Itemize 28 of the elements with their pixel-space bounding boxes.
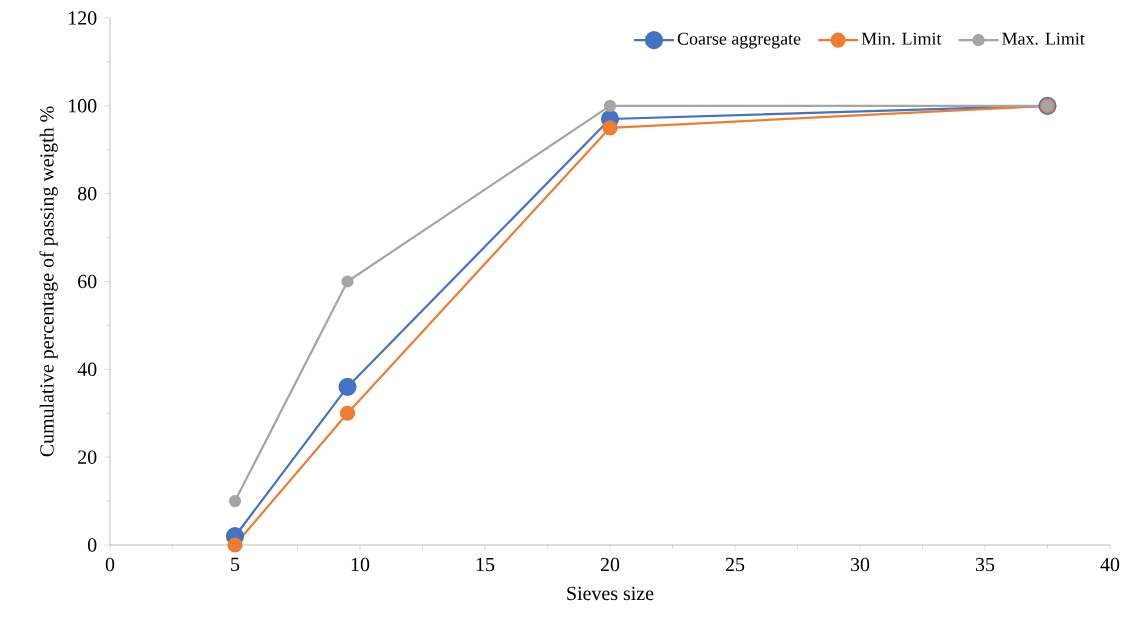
- legend-label: Coarse aggregate: [677, 32, 801, 49]
- x-tick-label: 15: [476, 557, 495, 572]
- x-tick-label: 0: [105, 557, 115, 572]
- y-axis-title: Cumulative percentage of passing weigth %: [39, 106, 58, 457]
- y-tick-label: 100: [69, 99, 97, 113]
- x-tick-label: 10: [351, 557, 370, 572]
- legend-label: Min. Limit: [861, 32, 942, 45]
- x-tick-label: 35: [975, 557, 995, 572]
- y-tick-label: 0: [87, 538, 97, 552]
- x-tick-label: 30: [850, 557, 870, 572]
- x-tick-label: 5: [231, 557, 240, 572]
- x-tick-label: 20: [600, 557, 620, 572]
- x-tick-label: 25: [725, 557, 745, 572]
- point: [338, 377, 357, 396]
- point: [227, 537, 243, 553]
- y-tick-label: 40: [77, 362, 97, 377]
- point: [228, 494, 242, 508]
- y-tick-label: 20: [78, 450, 97, 464]
- x-axis-title: Sieves size: [567, 586, 654, 601]
- y-tick-label: 120: [69, 11, 97, 25]
- point: [602, 120, 618, 136]
- point: [603, 99, 617, 112]
- x-tick-label: 40: [1100, 557, 1120, 572]
- y-tick-label: 80: [78, 186, 97, 201]
- point: [341, 275, 354, 288]
- legend-label: Max. Limit: [1002, 32, 1085, 45]
- point: [339, 405, 356, 421]
- y-tick-label: 60: [78, 274, 97, 289]
